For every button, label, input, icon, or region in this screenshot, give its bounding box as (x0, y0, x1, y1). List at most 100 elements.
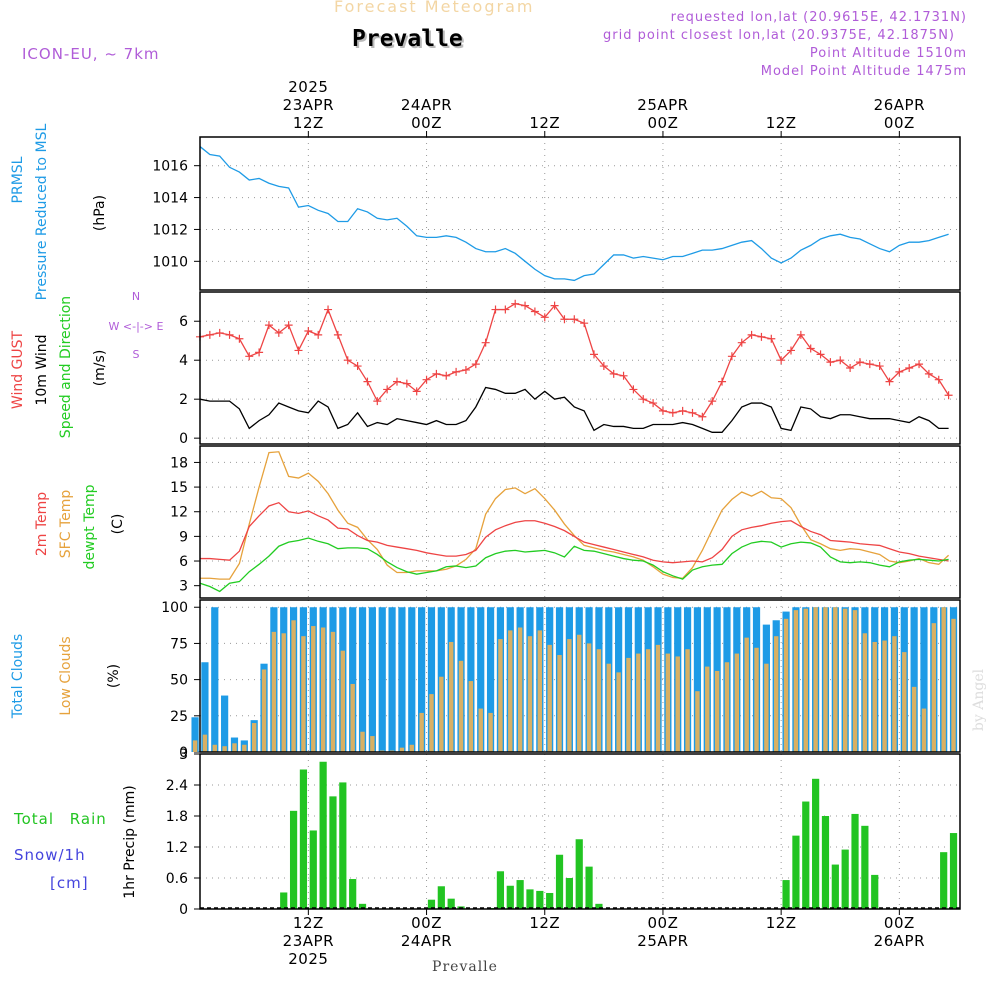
low-cloud-bar (517, 627, 523, 752)
low-cloud-bar (931, 623, 937, 752)
low-cloud-bar (242, 744, 247, 752)
sfc-temp-line (200, 451, 950, 580)
total-cloud-bar (486, 607, 495, 752)
total-clouds-axis-title: Total Clouds (10, 634, 26, 719)
total-cloud-bar (920, 607, 928, 752)
rain-bar (831, 864, 839, 909)
wind-gust-point (816, 350, 825, 359)
precip-ytick-label: 0 (179, 902, 188, 918)
rain-bar (536, 890, 544, 909)
low-cloud-bar (557, 655, 562, 752)
wind-gust-point (363, 377, 372, 386)
wind-gust-point (855, 358, 864, 367)
temperature-frame (199, 445, 961, 599)
low-cloud-bar (429, 694, 434, 752)
wind-gust-point (698, 412, 707, 421)
wind-gust-point (274, 328, 283, 337)
wind-gust-point (787, 346, 795, 355)
compass-north: N (132, 290, 140, 303)
wind-gust-point (402, 379, 411, 388)
pressure-axis-title: PRMSL (10, 156, 26, 203)
model-point-altitude: Model Point Altitude 1475m (760, 64, 967, 79)
wind-gust-point (333, 330, 342, 339)
total-rain-label: Total Rain (13, 810, 107, 828)
pressure-ytick-label: 1016 (152, 159, 188, 175)
rain-bar (506, 885, 514, 909)
low-cloud-bar (823, 607, 828, 752)
wind-gust-point (796, 330, 805, 339)
pressure-ytick-label: 1014 (152, 191, 188, 207)
rain-bar (526, 889, 534, 909)
wind-gust-point (727, 352, 736, 361)
wind-gust-point (432, 369, 441, 378)
time-label-top: 00Z (411, 114, 442, 132)
rain-bar (792, 835, 800, 909)
rain-bar (437, 886, 445, 909)
low-cloud-bar (734, 653, 740, 752)
wind-gust-point (934, 375, 943, 384)
temp-axis-unit: (C) (110, 514, 126, 535)
wind-gust-point (678, 406, 687, 415)
wind-gust-point (737, 338, 746, 347)
snow-unit-label: [cm] (50, 874, 89, 892)
wind-gust-point (836, 356, 845, 365)
time-label-top: 12Z (766, 114, 797, 132)
low-cloud-bar (862, 633, 868, 752)
low-cloud-bar (606, 663, 611, 752)
time-label-top: 25APR (637, 96, 688, 114)
rain-bar (861, 825, 869, 909)
clouds-ytick-label: 75 (170, 636, 188, 652)
time-label-top: 12Z (529, 114, 560, 132)
clouds-ytick-label: 25 (170, 709, 188, 725)
wind-frame (199, 291, 961, 445)
low-cloud-bar (833, 607, 838, 752)
low-cloud-bar (488, 712, 493, 752)
low-cloud-bar (655, 644, 661, 752)
low-cloud-bar (527, 636, 533, 752)
wind-gust-point (422, 375, 431, 384)
temperature-ytick-label: 15 (170, 480, 188, 496)
total-cloud-bar (398, 607, 406, 752)
low-cloud-bar (665, 653, 671, 752)
wind-ytick-label: 6 (179, 314, 188, 330)
clouds-axis-unit: (%) (106, 664, 122, 688)
wind-gust-point (343, 356, 352, 365)
wind-gust-point (846, 364, 855, 372)
model-label: ICON-EU, ~ 7km (22, 45, 160, 63)
wind-gust-axis-title: Wind GUST (10, 330, 26, 409)
pressure-frame (199, 136, 961, 291)
low-cloud-bar (409, 744, 414, 752)
precip-ytick-label: 0.6 (166, 871, 188, 887)
wind-gust-point (501, 305, 510, 314)
low-cloud-bar (596, 649, 602, 752)
low-cloud-bar (202, 734, 208, 752)
wind-gust-point (826, 358, 835, 367)
low-cloud-bar (419, 712, 424, 752)
low-cloud-bar (547, 644, 552, 752)
wind-gust-point (521, 301, 530, 310)
time-label-bottom: 12Z (766, 914, 797, 932)
rain-bar (575, 839, 583, 909)
wind-gust-point (284, 321, 293, 330)
low-cloud-bar (498, 639, 503, 752)
precip-ytick-label: 1.2 (166, 840, 188, 856)
wind-gust-point (540, 313, 549, 322)
time-label-bottom: 00Z (884, 914, 915, 932)
low-cloud-bar (399, 747, 405, 752)
rain-bar (949, 833, 958, 909)
total-cloud-bar (693, 607, 702, 752)
author-credit: by Angel (971, 668, 987, 731)
low-cloud-bar (586, 643, 592, 752)
low-cloud-bar (793, 610, 799, 752)
wind-gust-point (895, 367, 904, 376)
time-label-bottom: 23APR (283, 932, 334, 950)
precip-frame (199, 753, 961, 910)
low-cloud-bar (783, 618, 789, 752)
wind-gust-point (806, 344, 815, 353)
low-cloud-bar (271, 631, 277, 752)
wind-gust-point (944, 391, 953, 400)
time-label-bottom: 26APR (874, 932, 925, 950)
compass-south: S (133, 348, 140, 361)
compass-west-east: W <-|-> E (109, 320, 164, 333)
pressure-ytick-label: 1012 (152, 222, 188, 238)
